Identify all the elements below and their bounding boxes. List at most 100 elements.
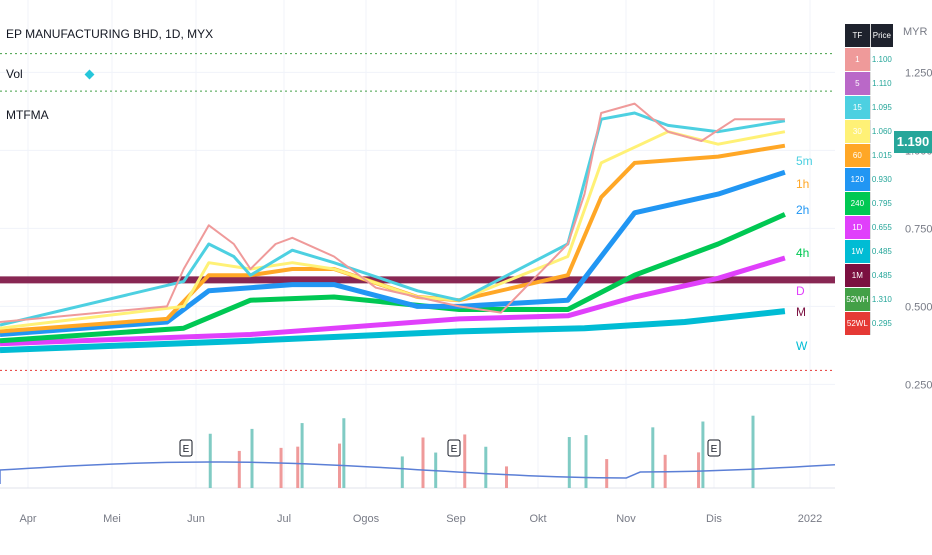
x-tick-label: Nov — [616, 513, 636, 525]
table-price-cell: 1.110 — [869, 71, 893, 96]
earnings-marker — [707, 439, 721, 457]
y-tick-label: 0.250 — [905, 379, 932, 391]
table-price-cell: 1.060 — [869, 119, 893, 144]
table-row: 60 1.015 — [845, 143, 893, 168]
table-price-cell: 0.295 — [869, 311, 893, 336]
x-tick-label: Jul — [277, 513, 291, 525]
x-tick-label: Okt — [529, 513, 546, 525]
x-tick-label: Dis — [706, 513, 722, 525]
table-tf-cell: 120 — [845, 167, 871, 192]
table-tf-cell: 1D — [845, 215, 871, 240]
table-row: 1W 0.485 — [845, 239, 893, 264]
x-tick-label: Jun — [187, 513, 205, 525]
table-header-row: TF Price — [845, 24, 893, 48]
table-tf-cell: 15 — [845, 95, 871, 120]
volume-bar — [421, 437, 425, 488]
ma-label: D — [796, 284, 805, 298]
diamond-icon — [84, 69, 95, 80]
table-header-price: Price — [869, 24, 893, 48]
table-price-cell: 1.100 — [869, 47, 893, 72]
volume-bar — [463, 434, 467, 488]
ma-series-line — [0, 169, 786, 337]
ma-series-line — [0, 308, 786, 354]
earnings-label: E — [711, 444, 718, 455]
volume-bar — [505, 466, 508, 488]
table-row: 30 1.060 — [845, 119, 893, 144]
volume-bar — [651, 427, 655, 488]
volume-bar — [567, 437, 571, 488]
table-row: 240 0.795 — [845, 191, 893, 216]
ma-series-line — [0, 212, 786, 344]
x-tick-label: 2022 — [798, 513, 822, 525]
table-tf-cell: 1 — [845, 47, 871, 72]
table-tf-cell: 52WH — [845, 287, 871, 312]
table-row: 15 1.095 — [845, 95, 893, 120]
ma-label: W — [796, 339, 808, 353]
ma-series-line — [0, 255, 786, 347]
x-tick-label: Ogos — [353, 513, 380, 525]
ma-label: 2h — [796, 203, 809, 217]
ma-label: 5m — [796, 154, 813, 168]
currency-label: MYR — [903, 26, 928, 38]
mtfma-legend[interactable]: MTFMA — [6, 108, 49, 122]
volume-bar — [584, 435, 588, 488]
volume-bar — [300, 423, 304, 488]
table-row: 1 1.100 — [845, 47, 893, 72]
table-tf-cell: 60 — [845, 143, 871, 168]
table-row: 1D 0.655 — [845, 215, 893, 240]
ma-label: 1h — [796, 177, 809, 191]
volume-bar — [208, 433, 212, 488]
table-row: 52WH 1.310 — [845, 287, 893, 312]
y-tick-label: 0.500 — [905, 301, 932, 313]
earnings-label: E — [183, 444, 190, 455]
timeframe-table: TF Price 1 1.100 5 1.110 15 1.095 30 1.060 60 1.015… — [845, 24, 893, 336]
symbol-title: EP MANUFACTURING BHD, 1D, MYX — [6, 27, 214, 41]
volume-bar — [342, 418, 346, 488]
ma-series-line — [0, 102, 785, 323]
table-price-cell: 0.485 — [869, 239, 893, 264]
x-tick-label: Apr — [19, 513, 36, 525]
table-tf-cell: 30 — [845, 119, 871, 144]
table-tf-cell: 240 — [845, 191, 871, 216]
table-price-cell: 0.655 — [869, 215, 893, 240]
table-row: 5 1.110 — [845, 71, 893, 96]
volume-ma-line — [0, 461, 836, 484]
volume-label: Vol — [6, 67, 23, 81]
volume-bar — [751, 415, 755, 488]
x-tick-label: Mei — [103, 513, 121, 525]
volume-bar — [701, 421, 705, 488]
volume-legend[interactable]: Vol — [6, 67, 95, 81]
earnings-label: E — [451, 444, 458, 455]
y-tick-label: 0.750 — [905, 223, 932, 235]
table-price-cell: 1.310 — [869, 287, 893, 312]
volume-bar — [279, 447, 283, 488]
table-tf-cell: 1W — [845, 239, 871, 264]
table-header-tf: TF — [845, 24, 871, 48]
table-price-cell: 1.015 — [869, 143, 893, 168]
table-row: 120 0.930 — [845, 167, 893, 192]
volume-bar — [237, 450, 241, 488]
ma-label: M — [796, 305, 806, 319]
volume-bar — [250, 428, 254, 488]
table-price-cell: 0.930 — [869, 167, 893, 192]
y-tick-label: 1.250 — [905, 67, 932, 79]
earnings-marker — [447, 439, 461, 457]
earnings-marker — [179, 439, 193, 457]
table-tf-cell: 1M — [845, 263, 871, 288]
volume-bar — [697, 452, 701, 488]
table-tf-cell: 52WL — [845, 311, 871, 336]
volume-bar — [484, 446, 488, 488]
table-row: 1M 0.485 — [845, 263, 893, 288]
table-row: 52WL 0.295 — [845, 311, 893, 336]
table-tf-cell: 5 — [845, 71, 871, 96]
volume-bar — [605, 459, 609, 488]
table-price-cell: 0.795 — [869, 191, 893, 216]
volume-bar — [400, 456, 404, 488]
table-price-cell: 1.095 — [869, 95, 893, 120]
current-price-badge: 1.190 — [894, 131, 932, 153]
x-tick-label: Sep — [446, 513, 466, 525]
ma-label: 4h — [796, 246, 809, 260]
volume-bar — [296, 446, 300, 488]
